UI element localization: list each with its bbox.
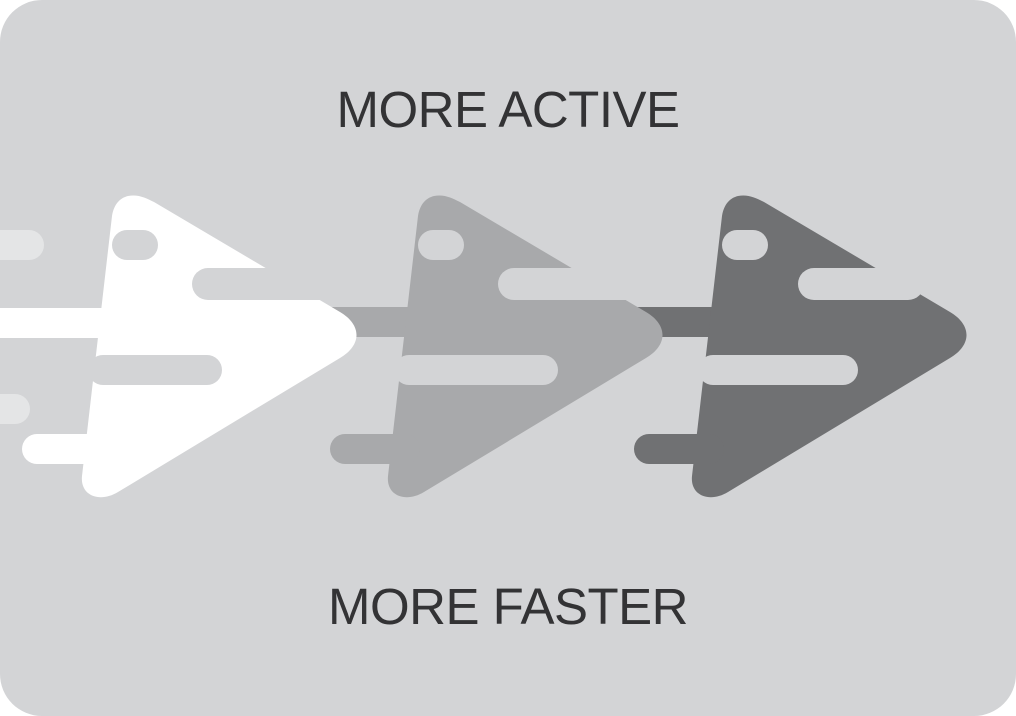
speed-arrow-icon bbox=[0, 195, 402, 498]
speed-arrow-icon bbox=[330, 195, 708, 498]
speed-arrow-icon bbox=[634, 195, 967, 498]
headline-more-active: MORE ACTIVE bbox=[336, 81, 680, 138]
headline-more-faster: MORE FASTER bbox=[327, 578, 689, 635]
